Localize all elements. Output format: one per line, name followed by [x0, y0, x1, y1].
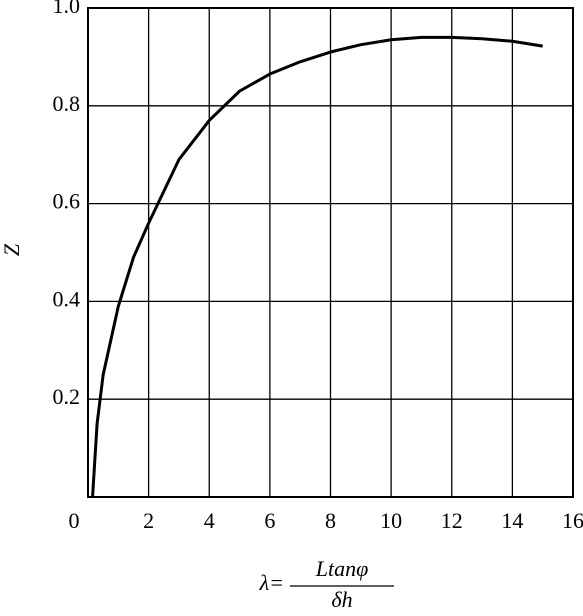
y-tick-label: 0.6 [53, 189, 81, 214]
x-axis-label-denominator: δh [331, 587, 352, 612]
x-tick-label: 2 [143, 508, 154, 533]
x-tick-label: 8 [325, 508, 336, 533]
x-axis-label-numerator: Ltanφ [315, 556, 369, 581]
x-tick-label: 10 [380, 508, 402, 533]
y-axis-label: Z [0, 243, 24, 256]
y-tick-label: 1.0 [53, 0, 81, 18]
y-tick-label: 0.2 [53, 384, 81, 409]
x-tick-label: 0 [69, 508, 80, 533]
data-line [91, 35, 543, 498]
y-tick-label: 0.8 [53, 91, 81, 116]
x-tick-label: 4 [204, 508, 215, 533]
x-tick-label: 6 [264, 508, 275, 533]
x-tick-label: 12 [441, 508, 463, 533]
x-tick-label: 14 [501, 508, 523, 533]
x-tick-label: 16 [562, 508, 583, 533]
y-tick-label: 0.4 [53, 286, 81, 311]
x-axis-label-lhs: λ= [259, 570, 284, 595]
